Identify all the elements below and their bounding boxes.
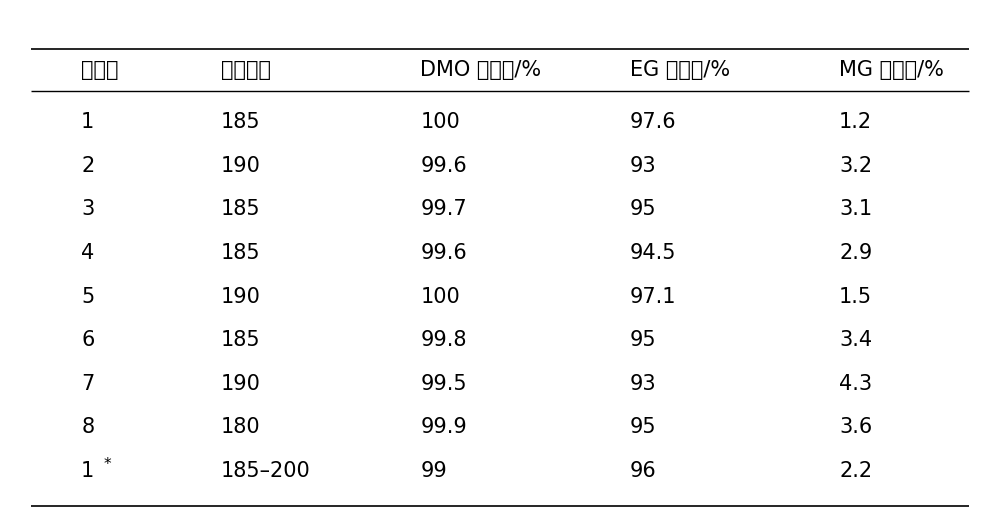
Text: 99.6: 99.6 <box>420 156 467 176</box>
Text: 99.9: 99.9 <box>420 417 467 437</box>
Text: EG 选择性/%: EG 选择性/% <box>630 60 730 80</box>
Text: 6: 6 <box>81 330 95 350</box>
Text: 实施例: 实施例 <box>81 60 119 80</box>
Text: 190: 190 <box>221 156 261 176</box>
Text: 190: 190 <box>221 374 261 394</box>
Text: 93: 93 <box>630 156 656 176</box>
Text: 3.2: 3.2 <box>839 156 872 176</box>
Text: 190: 190 <box>221 287 261 307</box>
Text: 185: 185 <box>221 330 260 350</box>
Text: 97.6: 97.6 <box>630 112 676 132</box>
Text: MG 选择性/%: MG 选择性/% <box>839 60 944 80</box>
Text: 100: 100 <box>420 112 460 132</box>
Text: 99.6: 99.6 <box>420 243 467 263</box>
Text: 1.5: 1.5 <box>839 287 872 307</box>
Text: 180: 180 <box>221 417 260 437</box>
Text: 3.4: 3.4 <box>839 330 872 350</box>
Text: *: * <box>103 457 111 472</box>
Text: 1: 1 <box>81 461 94 481</box>
Text: 185–200: 185–200 <box>221 461 311 481</box>
Text: 95: 95 <box>630 417 656 437</box>
Text: 5: 5 <box>81 287 94 307</box>
Text: 99.7: 99.7 <box>420 200 467 219</box>
Text: 1: 1 <box>81 112 94 132</box>
Text: 8: 8 <box>81 417 94 437</box>
Text: 93: 93 <box>630 374 656 394</box>
Text: 100: 100 <box>420 287 460 307</box>
Text: 3: 3 <box>81 200 94 219</box>
Text: 185: 185 <box>221 200 260 219</box>
Text: 97.1: 97.1 <box>630 287 676 307</box>
Text: 3.1: 3.1 <box>839 200 872 219</box>
Text: 99.5: 99.5 <box>420 374 467 394</box>
Text: 2.9: 2.9 <box>839 243 872 263</box>
Text: 95: 95 <box>630 200 656 219</box>
Text: 2.2: 2.2 <box>839 461 872 481</box>
Text: 2: 2 <box>81 156 94 176</box>
Text: DMO 转化率/%: DMO 转化率/% <box>420 60 541 80</box>
Text: 96: 96 <box>630 461 656 481</box>
Text: 185: 185 <box>221 243 260 263</box>
Text: 4: 4 <box>81 243 94 263</box>
Text: 反应温度: 反应温度 <box>221 60 271 80</box>
Text: 4.3: 4.3 <box>839 374 872 394</box>
Text: 94.5: 94.5 <box>630 243 676 263</box>
Text: 3.6: 3.6 <box>839 417 872 437</box>
Text: 99.8: 99.8 <box>420 330 467 350</box>
Text: 95: 95 <box>630 330 656 350</box>
Text: 7: 7 <box>81 374 94 394</box>
Text: 185: 185 <box>221 112 260 132</box>
Text: 99: 99 <box>420 461 447 481</box>
Text: 1.2: 1.2 <box>839 112 872 132</box>
